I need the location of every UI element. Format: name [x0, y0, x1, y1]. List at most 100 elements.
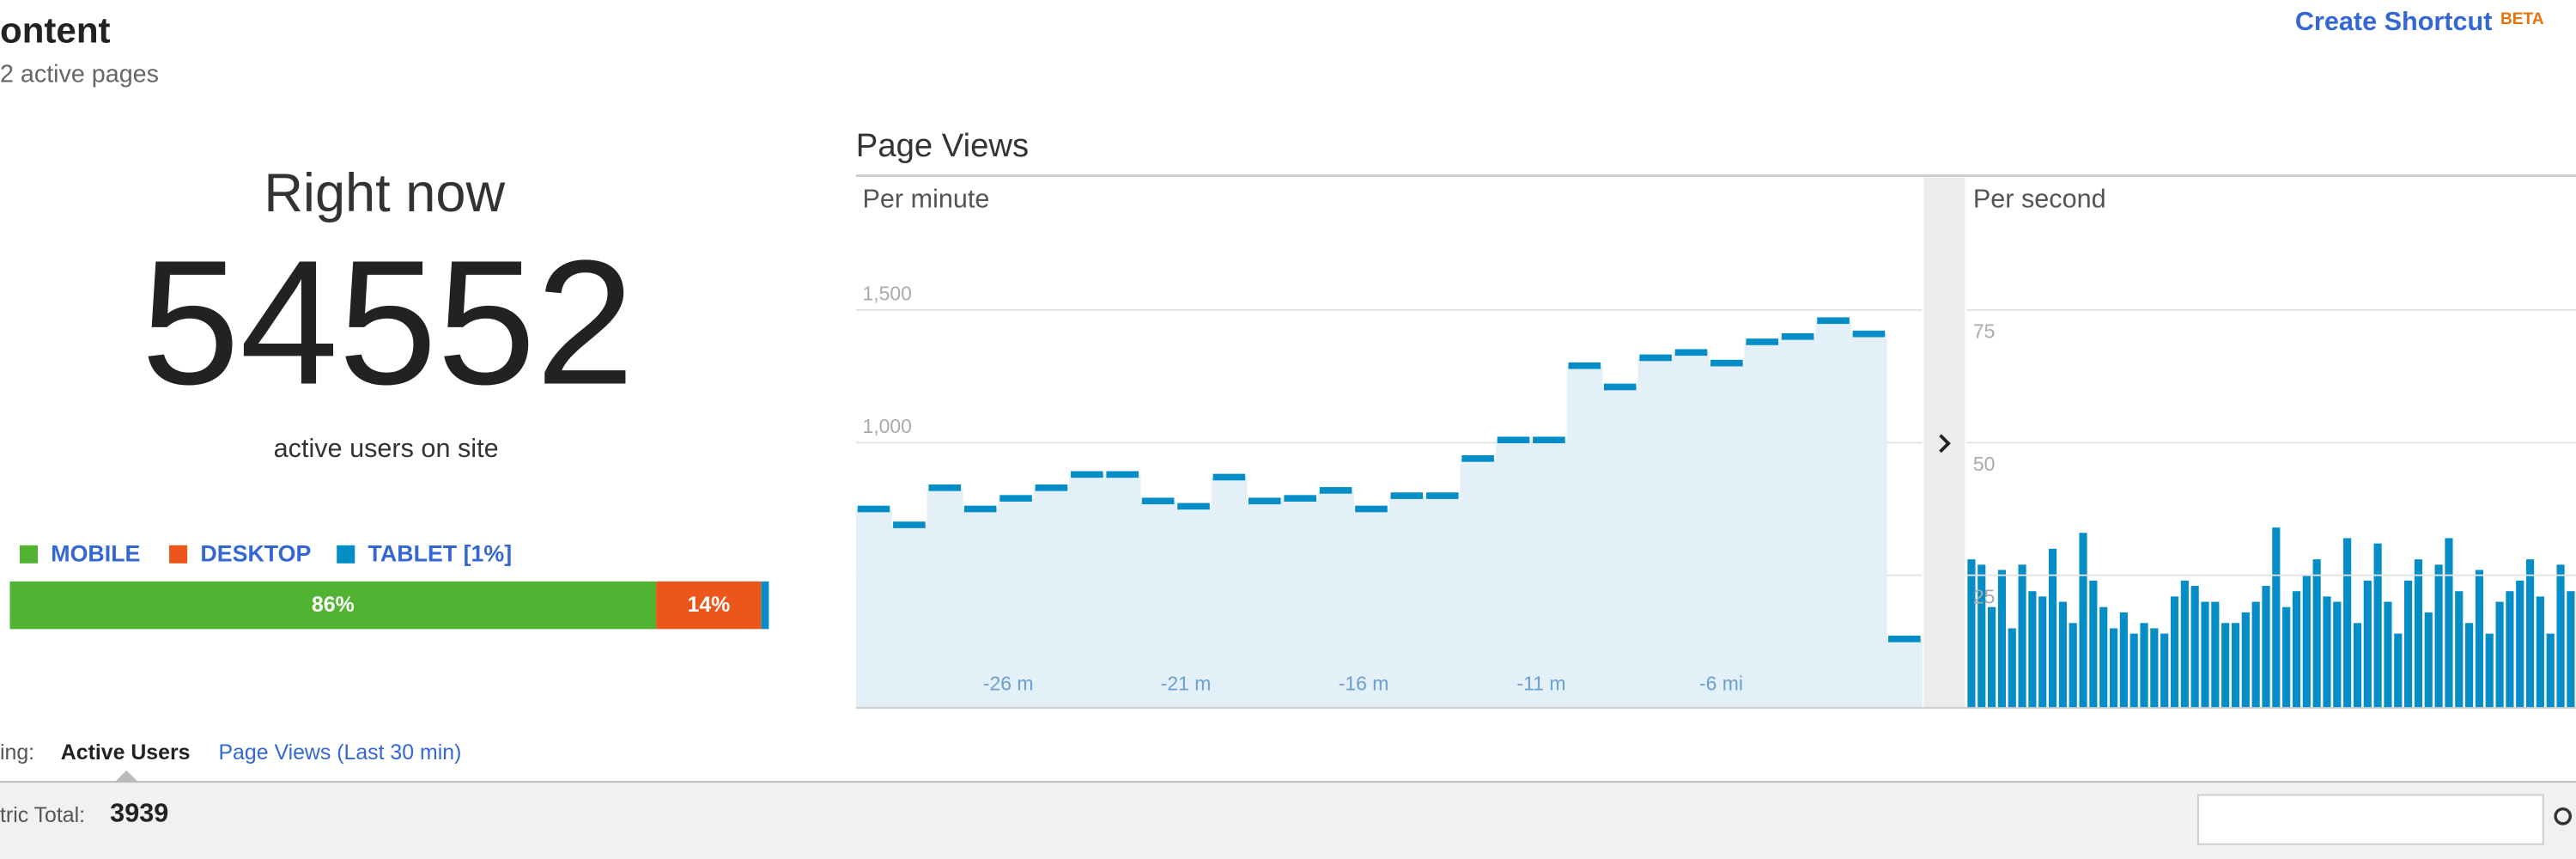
area-step [1069, 474, 1106, 709]
legend-label: MOBILE [51, 540, 140, 566]
area-step [1353, 509, 1390, 709]
bar [2546, 633, 2555, 709]
step-top [1852, 330, 1886, 338]
bar [2323, 596, 2331, 709]
step-top [999, 495, 1032, 502]
area-step [1211, 477, 1248, 709]
bar [2119, 612, 2128, 709]
beta-badge: BETA [2500, 10, 2544, 28]
bar [2109, 628, 2118, 709]
bar [2394, 633, 2403, 709]
tab-active-users[interactable]: Active Users [61, 740, 191, 765]
area-step [1531, 440, 1568, 709]
y-tick-label: 25 [1973, 586, 1996, 608]
bar [2201, 601, 2209, 709]
bar [2231, 623, 2240, 709]
device-bar-segment [761, 581, 769, 630]
bar [1987, 606, 1996, 709]
area-step [1566, 365, 1603, 709]
area-step [891, 525, 928, 709]
step-top [1888, 635, 1921, 643]
bar [2445, 538, 2453, 709]
bar [2495, 601, 2504, 709]
bar [2333, 601, 2342, 709]
step-top [1568, 362, 1601, 369]
y-tick-label: 1,000 [862, 415, 911, 437]
area-step [1886, 638, 1923, 709]
area-step [1602, 387, 1638, 709]
bar [2160, 633, 2169, 709]
bar [2414, 559, 2423, 709]
area-step [1104, 474, 1141, 709]
legend-swatch [169, 545, 188, 564]
area-step [1425, 496, 1461, 709]
area-step [927, 487, 963, 709]
area-step [1139, 501, 1176, 709]
area-step [1850, 333, 1887, 709]
step-top [1390, 492, 1424, 499]
y-tick-label: 75 [1973, 320, 1996, 343]
bar [2343, 538, 2352, 709]
device-bar-segment [656, 581, 762, 630]
bar [2363, 580, 2372, 709]
expand-arrow[interactable] [1939, 434, 1951, 454]
area-step [1460, 458, 1497, 709]
create-shortcut[interactable]: Create Shortcut [2295, 7, 2493, 36]
bar [2567, 591, 2575, 709]
area-step [1282, 498, 1319, 709]
bar [2536, 596, 2544, 709]
right-now-label: Right now [264, 163, 505, 223]
bar [2048, 548, 2057, 709]
step-top [1035, 484, 1068, 491]
search-icon[interactable] [2554, 807, 2573, 825]
step-top [1497, 436, 1530, 444]
chart-subtitle: Per second [1973, 184, 2106, 213]
bar [2434, 564, 2443, 709]
step-top [1071, 471, 1103, 478]
bar [2373, 543, 2382, 709]
step-top [1355, 505, 1388, 513]
bar [2180, 580, 2189, 709]
area-step [1317, 490, 1354, 709]
bar [2282, 606, 2291, 709]
legend-swatch [337, 545, 355, 564]
bar [2424, 612, 2433, 709]
step-top [1817, 317, 1850, 325]
device-bar-label: 14% [688, 593, 731, 617]
bar [2516, 580, 2524, 709]
step-top [1425, 492, 1459, 499]
area-step [1779, 336, 1816, 709]
tab-page-views[interactable]: Page Views (Last 30 min) [218, 740, 461, 765]
bar [2262, 586, 2270, 709]
legend-label: TABLET [1%] [368, 540, 513, 566]
area-step [998, 498, 1035, 709]
area-step [1709, 362, 1746, 709]
area-step [1247, 501, 1284, 709]
bar [2211, 601, 2220, 709]
bar [2525, 559, 2535, 709]
metric-total-value: 3939 [110, 798, 168, 827]
active-users-count: 54552 [141, 223, 635, 422]
bar [2556, 564, 2565, 709]
step-top [1461, 455, 1494, 462]
bar [2008, 628, 2016, 709]
metric-total-label: tric Total: [0, 803, 85, 827]
step-top [1603, 383, 1637, 391]
tabs-prefix: ing: [0, 740, 34, 765]
page-title: ontent [0, 9, 111, 50]
step-top [1710, 359, 1743, 367]
bar [2251, 601, 2260, 709]
search-input[interactable] [2196, 794, 2544, 845]
step-top [1746, 338, 1779, 345]
step-top [928, 484, 962, 491]
total-band [0, 782, 2576, 859]
step-top [893, 521, 926, 528]
area-step [1176, 506, 1212, 709]
step-top [1674, 349, 1708, 356]
bar [2028, 591, 2037, 709]
area-step [1033, 487, 1070, 709]
tab-pointer [114, 770, 138, 783]
